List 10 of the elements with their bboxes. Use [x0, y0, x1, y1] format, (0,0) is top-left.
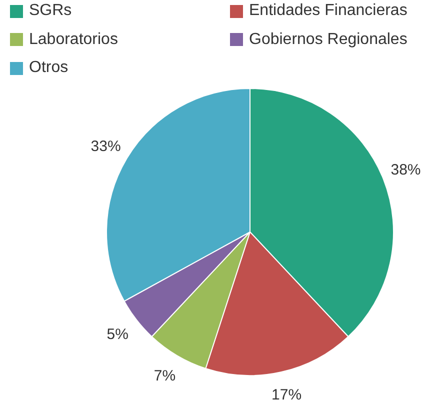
legend-label: Gobiernos Regionales: [249, 30, 408, 49]
data-label: 17%: [272, 386, 302, 404]
data-label: 33%: [90, 138, 121, 155]
data-label: 5%: [106, 326, 128, 343]
data-label: 38%: [390, 161, 421, 178]
legend-label: SGRs: [29, 2, 72, 20]
legend-label: Laboratorios: [29, 30, 118, 49]
legend-label: Otros: [29, 59, 68, 78]
legend-label: Entidades Financieras: [249, 2, 408, 20]
data-label: 7%: [154, 367, 176, 384]
